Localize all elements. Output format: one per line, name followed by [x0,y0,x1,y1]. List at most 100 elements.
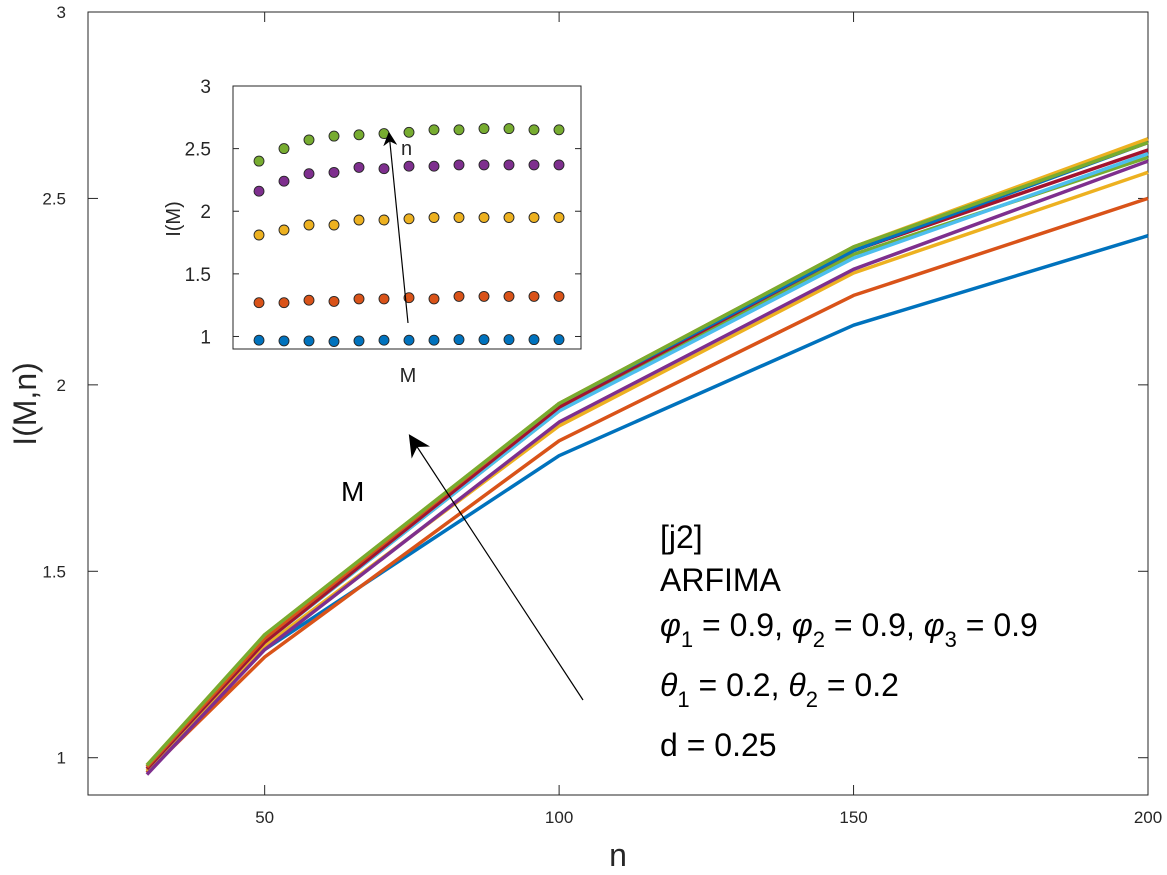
inset-point-n1 [503,334,515,346]
x-tick-label: 50 [255,808,274,827]
inset-point-n5 [253,155,265,167]
inset-point-n1 [278,335,290,347]
inset-point-n2 [453,290,465,302]
inset-point-n2 [353,293,365,305]
inset-point-n2 [278,297,290,309]
series-line-M2 [145,196,1149,774]
inset-point-n2 [428,293,440,305]
inset-point-n5 [428,124,440,136]
inset-point-n2 [403,292,415,304]
main-y-axis-label: I(M,n) [7,362,43,446]
inset-point-n2 [303,294,315,306]
inset-arrow [383,131,409,324]
inset-point-n5 [553,124,565,136]
inset-point-n4 [478,159,490,171]
inset-point-n1 [378,334,390,346]
inset-point-n3 [378,214,390,226]
main-arrow [408,434,584,701]
main-series-group [145,137,1149,776]
y-tick-label: 1 [57,749,66,768]
inset-point-n2 [478,290,490,302]
inset-point-n4 [328,166,340,178]
inset-arrow-label: n [401,138,412,160]
inset-point-n5 [528,124,540,136]
inset-point-n1 [528,334,540,346]
inset-point-n5 [303,134,315,146]
inset-y-tick-label: 2.5 [185,140,211,161]
main-arrow-label: M [341,476,364,507]
inset-point-n3 [503,212,515,223]
inset-point-n1 [353,335,365,347]
inset-point-n3 [478,212,490,223]
x-tick-label: 150 [839,808,867,827]
x-tick-label: 200 [1134,808,1162,827]
inset-point-n5 [278,143,290,155]
main-x-axis: 50 100 150 200 [255,12,1162,827]
inset-point-n1 [453,334,465,346]
y-tick-label: 2 [57,376,66,395]
inset-point-n3 [453,212,465,223]
inset-point-n2 [528,290,540,302]
inset-point-n4 [528,159,540,171]
inset-point-n1 [303,335,315,347]
inset-series-group [253,123,565,347]
inset-point-n5 [453,124,465,136]
inset-point-n2 [378,293,390,305]
y-tick-label: 2.5 [42,189,66,208]
inset-point-n3 [528,212,540,223]
series-line-M4 [145,159,1149,776]
annotation-line-d: d = 0.25 [660,727,777,763]
inset-point-n1 [428,334,440,346]
inset-point-n4 [403,160,415,172]
inset-point-n3 [353,214,365,226]
inset-point-n4 [428,160,440,172]
series-line-M3 [145,170,1149,773]
inset-point-n4 [278,175,290,187]
main-y-axis: 1 1.5 2 2.5 3 [42,3,1148,768]
main-x-axis-label: n [609,837,627,873]
inset-point-n3 [278,224,290,236]
inset-point-n3 [403,213,415,225]
inset-point-n2 [328,295,340,307]
inset-y-tick-label: 1 [200,327,211,348]
inset-point-n5 [328,130,340,142]
inset-point-n3 [428,212,440,223]
annotation-line-2: ARFIMA [660,562,782,598]
annotation-line-theta: θ1 = 0.2, θ2 = 0.2 [660,667,899,712]
inset-point-n3 [303,219,315,231]
annotation-line-1: [j2] [660,519,703,555]
inset-point-n2 [503,290,515,302]
inset-point-n5 [503,123,515,135]
y-tick-label: 3 [57,3,66,22]
inset-point-n5 [478,123,490,135]
series-line-M7 [145,148,1149,771]
inset-point-n4 [453,159,465,171]
inset-point-n3 [553,212,565,223]
inset-y-tick-label: 2 [200,202,211,223]
inset-y-tick-label: 3 [200,77,211,98]
inset-y-axis: 1 1.5 2 2.5 3 [185,77,581,348]
inset-point-n1 [403,334,415,346]
inset-point-n3 [253,229,265,241]
inset-point-n2 [253,297,265,309]
inset-point-n4 [353,161,365,173]
inset-y-tick-label: 1.5 [185,265,211,286]
inset-point-n3 [328,219,340,231]
inset-point-n5 [403,126,415,138]
series-line-M11 [145,140,1149,767]
inset-point-n1 [328,336,340,347]
inset-point-n4 [253,185,265,197]
inset-point-n1 [253,334,265,346]
inset-point-n1 [478,334,490,346]
inset-point-n1 [553,334,565,346]
annotation-line-phi: φ1 = 0.9, φ2 = 0.9, φ3 = 0.9 [660,607,1038,652]
inset-point-n5 [378,128,390,140]
inset-x-axis-label: M [400,365,417,387]
annotation-text-block: [j2] ARFIMA φ1 = 0.9, φ2 = 0.9, φ3 = 0.9… [660,519,1038,763]
inset-point-n5 [353,129,365,141]
inset-point-n4 [503,159,515,171]
x-tick-label: 100 [545,808,573,827]
inset-point-n2 [553,290,565,302]
y-tick-label: 1.5 [42,562,66,581]
